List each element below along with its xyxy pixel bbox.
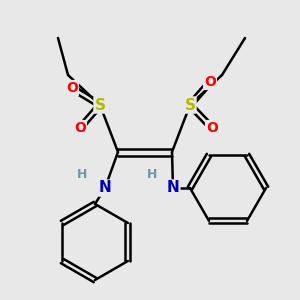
Text: O: O — [66, 81, 78, 95]
Text: H: H — [77, 169, 87, 182]
Text: S: S — [94, 98, 106, 112]
Text: S: S — [184, 98, 196, 112]
Text: N: N — [99, 181, 111, 196]
Text: O: O — [204, 75, 216, 89]
Text: O: O — [206, 121, 218, 135]
Text: O: O — [74, 121, 86, 135]
Text: N: N — [167, 181, 179, 196]
Text: H: H — [147, 169, 157, 182]
